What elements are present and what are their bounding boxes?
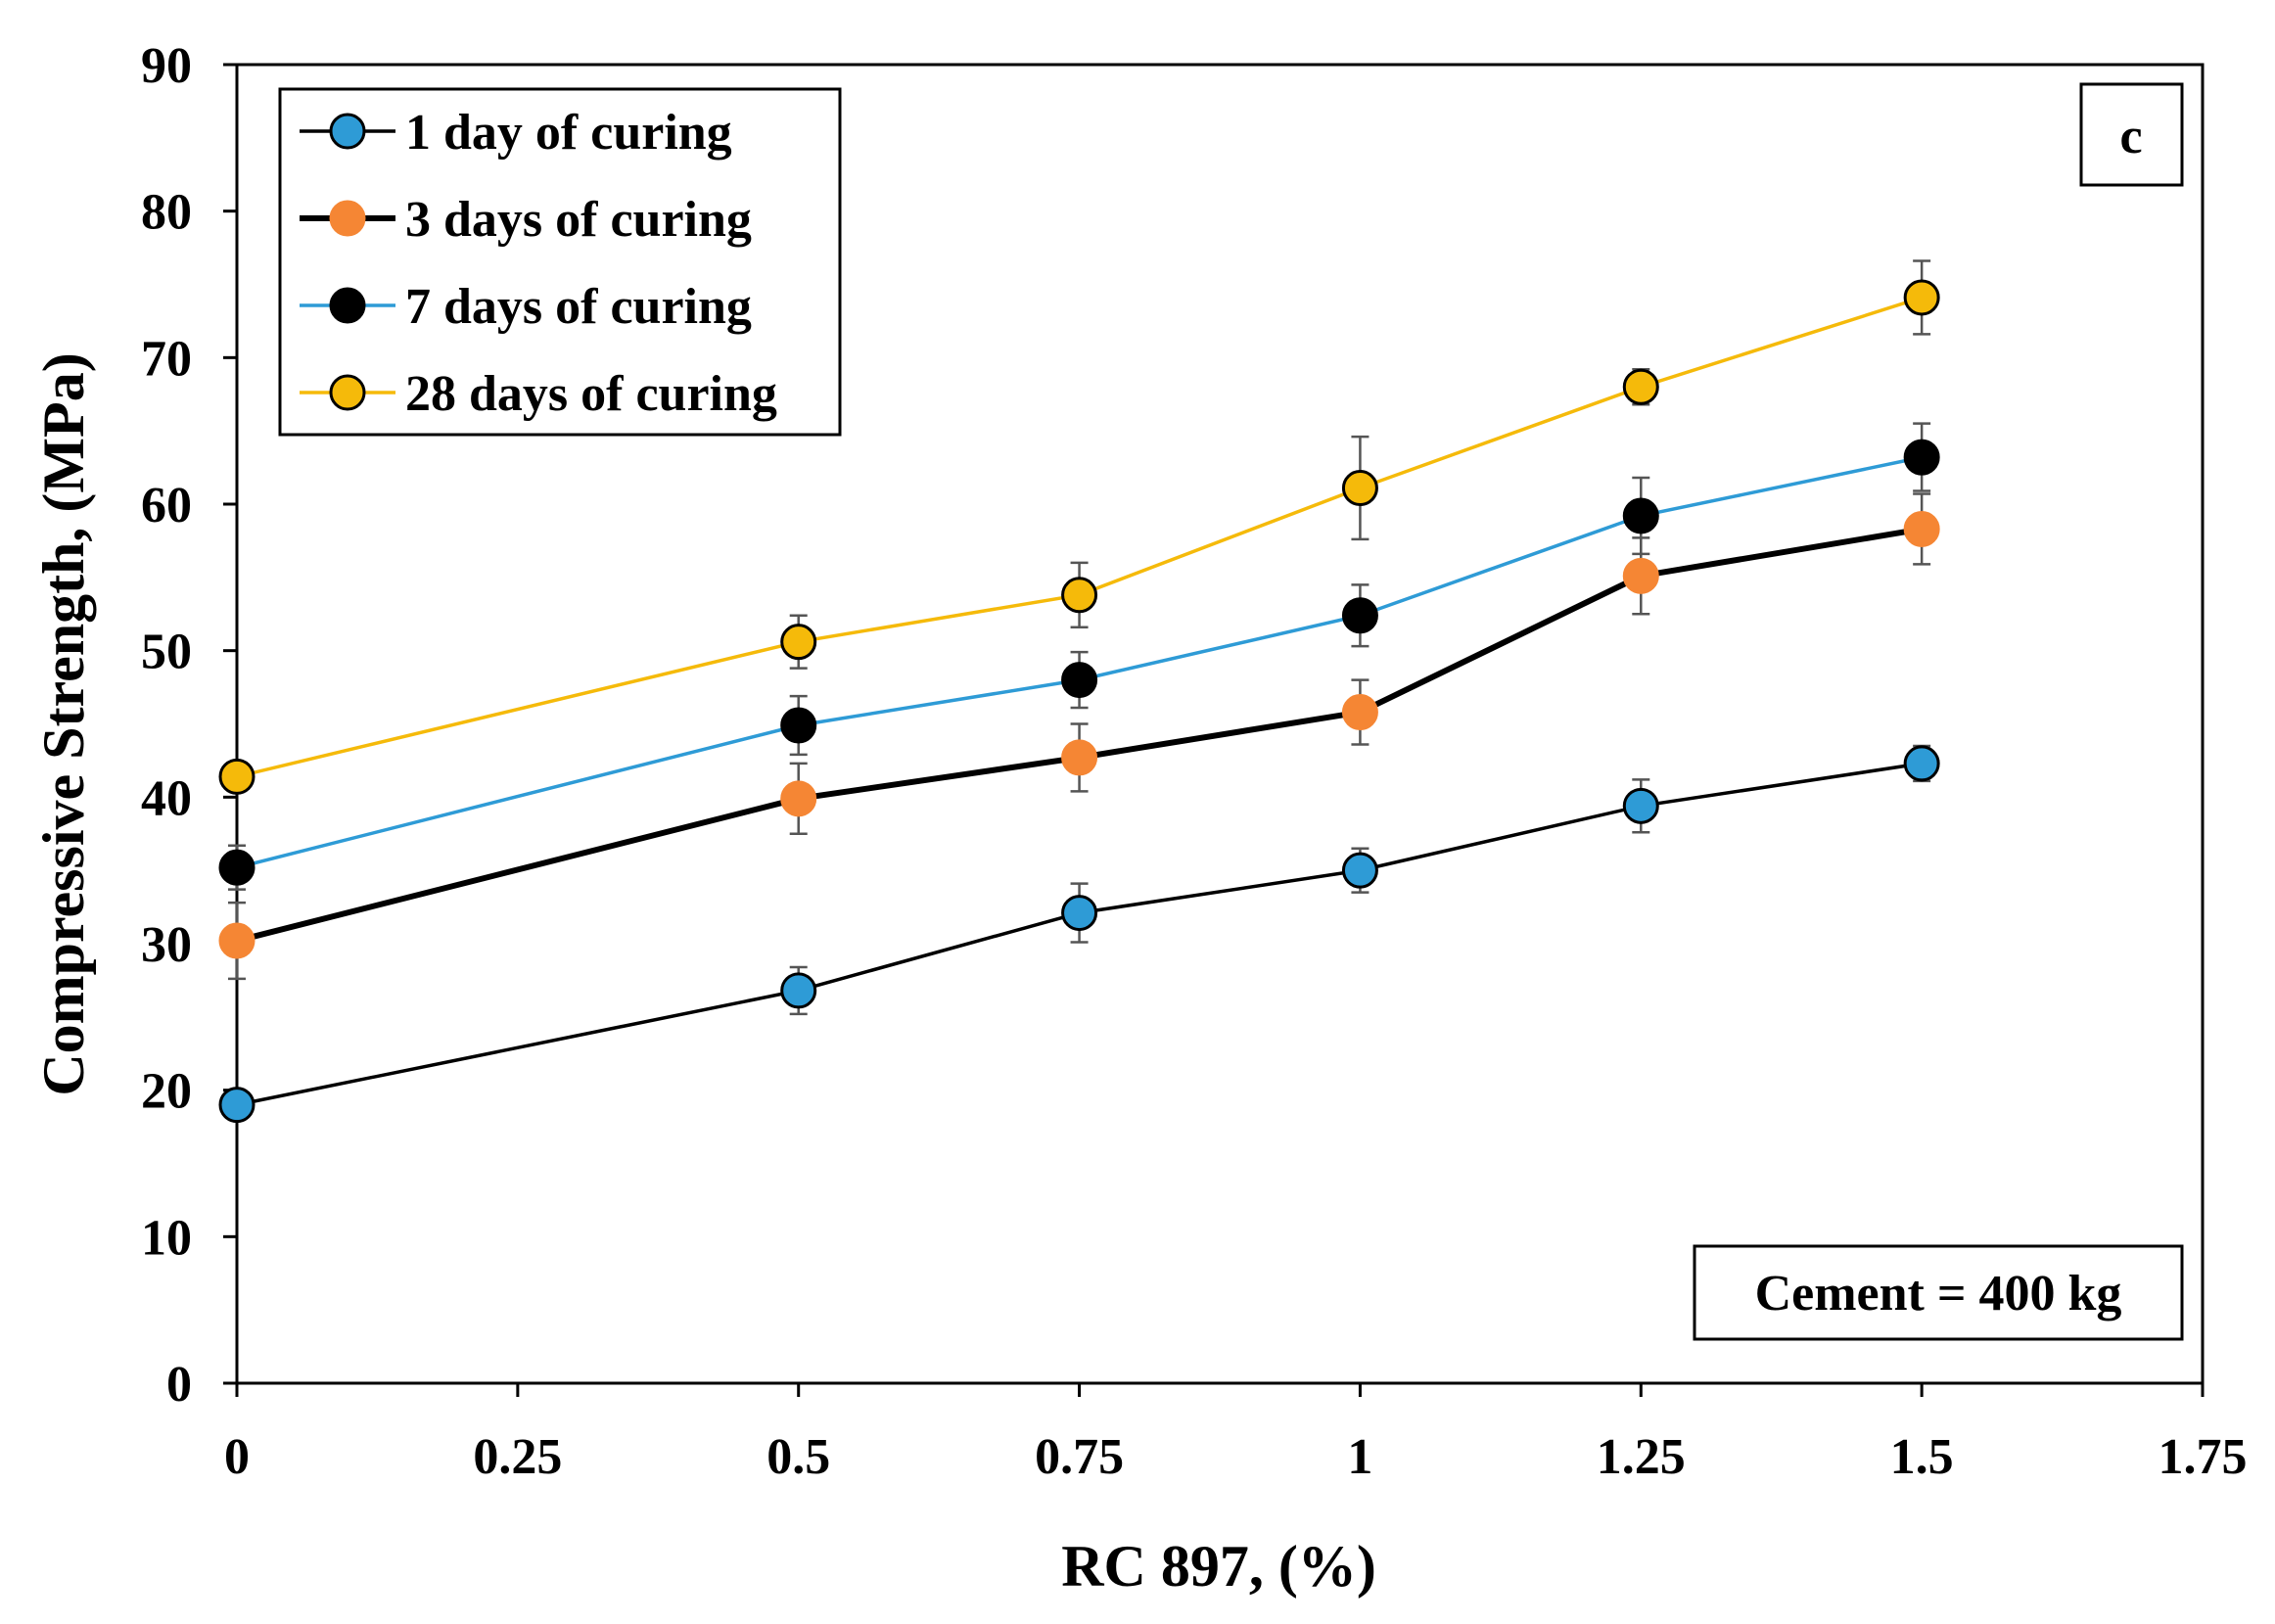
data-point [1903,439,1940,476]
series-1 [218,744,1940,1124]
series-3 [218,422,1940,891]
y-tick-label: 0 [166,1357,192,1413]
x-tick-label: 0.5 [766,1429,830,1485]
legend-label: 7 days of curing [405,279,752,335]
panel-label-box: c [2079,82,2184,187]
legend-entry: 3 days of curing [300,192,752,248]
data-point [1341,694,1378,731]
x-tick-label: 0.75 [1035,1429,1124,1485]
panel-label: c [2119,109,2142,164]
data-point [218,1087,255,1124]
legend-marker [329,287,366,324]
y-tick-label: 40 [141,770,192,826]
y-tick-label: 80 [141,185,192,241]
series-4 [218,259,1940,795]
data-point [1341,852,1378,889]
series-line [236,296,1923,779]
annotation-text: Cement = 400 kg [1755,1266,2122,1322]
x-tick-label: 1 [1347,1429,1372,1485]
x-axis-title: RC 897, (%) [1061,1534,1376,1599]
annotation-box: Cement = 400 kg [1693,1244,2184,1341]
series-layer [218,259,1940,1124]
legend-marker [329,113,366,150]
data-point [780,780,817,817]
x-tick-label: 1.25 [1597,1429,1686,1485]
y-tick-label: 10 [141,1210,192,1266]
y-tick-label: 90 [141,38,192,94]
legend-label: 28 days of curing [405,366,777,422]
data-point [1903,510,1940,547]
x-tick-label: 1.75 [2159,1429,2248,1485]
y-tick-label: 30 [141,917,192,973]
data-point [218,922,255,959]
data-point [1341,470,1378,507]
data-point [1061,739,1098,776]
series-line [236,526,1923,944]
data-point [1341,597,1378,634]
legend-marker [329,200,366,237]
series-line [236,762,1923,1107]
data-point [1061,577,1098,614]
legend-entry: 7 days of curing [300,279,752,335]
data-point [780,707,817,744]
y-tick-label: 70 [141,331,192,387]
y-tick-label: 20 [141,1064,192,1120]
legend-label: 1 day of curing [405,105,732,161]
series-2 [218,492,1940,981]
y-tick-label: 60 [141,478,192,534]
legend-label: 3 days of curing [405,192,752,248]
data-point [1622,497,1659,534]
plot-area [235,63,2205,1385]
series-line [236,455,1923,869]
data-point [780,624,817,661]
legend: 1 day of curing 3 days of curing 7 days of… [278,87,842,437]
data-point [1061,895,1098,932]
data-point [1903,745,1940,782]
x-tick-label: 0 [224,1429,250,1485]
data-point [1061,662,1098,699]
y-axis-title: Compressive Strength, (MPa) [31,352,96,1095]
x-tick-label: 1.5 [1890,1429,1954,1485]
data-point [1622,787,1659,824]
axis-ticks: 0 0.25 0.5 0.75 1 1.25 1.5 1.75 0 10 20 30 40 50 60 70 8… [141,38,2248,1485]
data-point [780,972,817,1009]
data-point [1903,279,1940,316]
data-point [1622,557,1659,594]
y-tick-label: 50 [141,625,192,680]
legend-entry: 1 day of curing [300,105,732,161]
data-point [218,849,255,886]
legend-box [278,87,842,437]
data-point [1622,368,1659,405]
x-tick-label: 0.25 [473,1429,562,1485]
data-point [218,758,255,795]
legend-entry: 28 days of curing [300,366,777,422]
legend-marker [329,374,366,411]
